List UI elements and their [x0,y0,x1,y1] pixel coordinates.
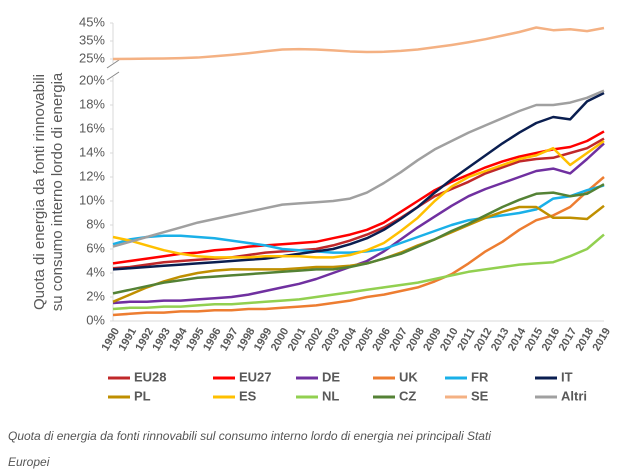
line [112,91,605,271]
line [112,89,605,248]
line [112,26,605,61]
y-tick-label: 4% [86,264,105,279]
line [112,176,605,317]
y-axis-title: su consumo interno lordo di energia [49,72,66,311]
legend-label: IT [561,369,573,384]
y-axis-title: Quota di energia da fonti rinnovabili [31,74,48,310]
line [112,183,605,295]
y-tick-label: 45% [79,14,105,29]
y-tick-label: 2% [86,288,105,303]
caption: Europei [8,455,50,469]
legend-label: EU27 [239,369,272,384]
axis-break [106,59,120,81]
legend-label: UK [399,369,418,384]
legend-label: CZ [399,388,416,403]
y-tick-label: 8% [86,216,105,231]
legend-label: FR [471,369,489,384]
y-tick-label: 0% [86,312,105,327]
line [112,233,605,311]
legend-label: SE [471,388,489,403]
y-tick-label: 25% [79,50,105,65]
y-tick-label: 16% [79,120,105,135]
legend-label: EU28 [134,369,167,384]
legend-label: ES [239,388,257,403]
y-tick-label: 12% [79,168,105,183]
legend-label: Altri [561,388,587,403]
y-tick-label: 6% [86,240,105,255]
line [112,139,605,259]
y-tick-label: 20% [79,72,105,87]
y-tick-label: 35% [79,32,105,47]
caption: Quota di energia da fonti rinnovabili su… [8,429,491,443]
y-tick-label: 10% [79,192,105,207]
line [112,130,605,265]
x-tick-label: 2010 [438,326,461,353]
y-tick-label: 14% [79,144,105,159]
y-tick-label: 18% [79,96,105,111]
legend-label: NL [322,388,339,403]
x-tick-label: 2019 [590,326,613,353]
line [112,137,605,270]
legend-label: PL [134,388,151,403]
legend-label: DE [322,369,340,384]
